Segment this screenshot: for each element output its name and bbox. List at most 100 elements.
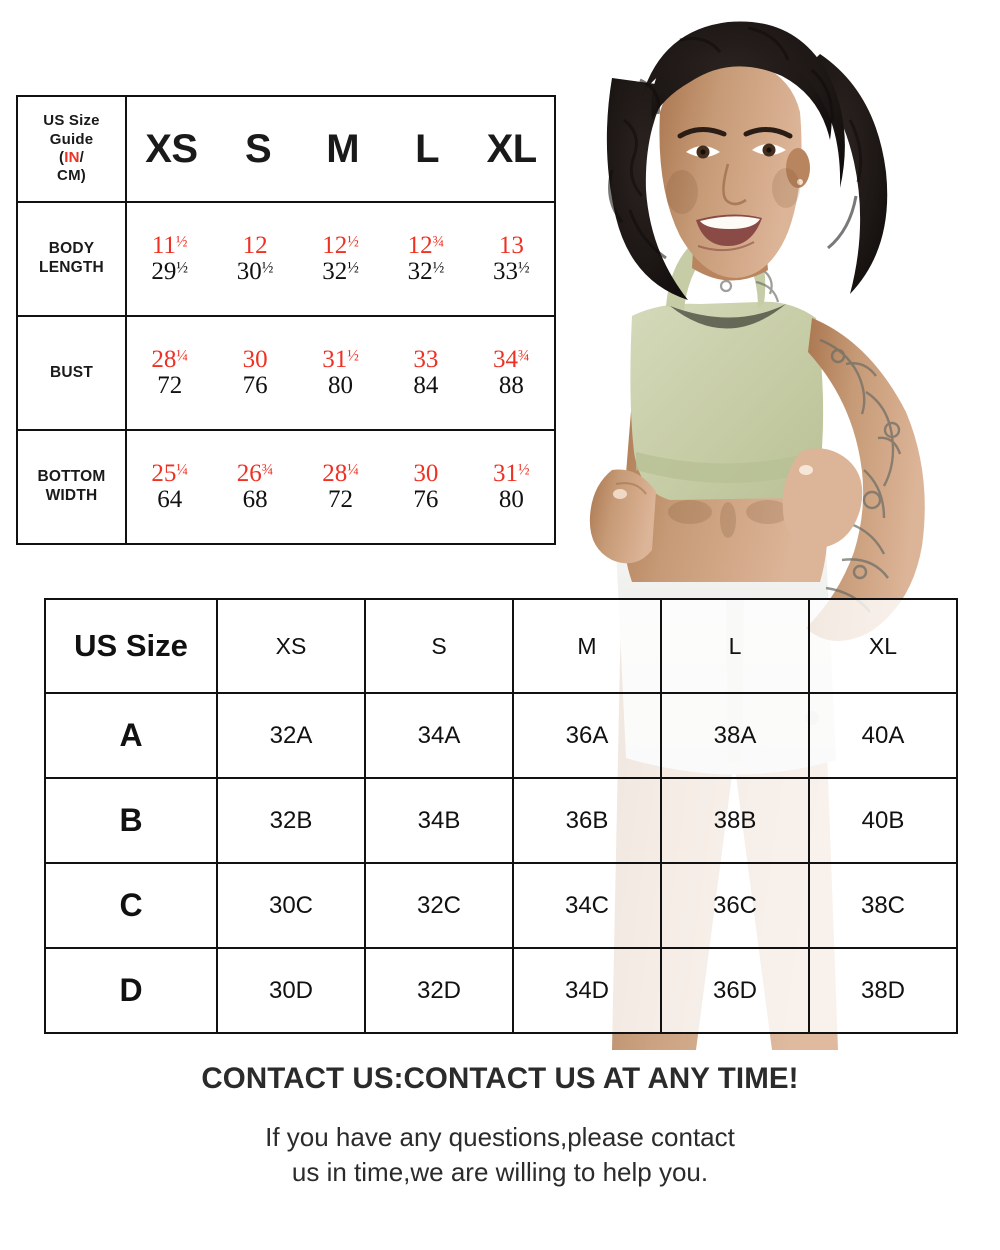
measurement-cell-xl: 31½ 80 bbox=[469, 461, 554, 513]
value-inches: 31½ bbox=[493, 460, 530, 487]
value-cm: 76 bbox=[242, 372, 268, 399]
table-row: C 30C 32C 34C 36C 38C bbox=[44, 862, 958, 949]
value-inches: 33 bbox=[413, 346, 439, 373]
bra-cup-label-d: D bbox=[44, 947, 218, 1034]
size-guide-corner-label: US Size Guide (IN/ CM) bbox=[16, 95, 127, 203]
measurement-cell-xl: 34¾ 88 bbox=[469, 347, 554, 399]
table-row-body-length: BODY LENGTH 11½ 29½ 12 30½ 12½ 32½ 12¾ 32½ 13 33½ bbox=[16, 201, 556, 317]
size-header-cells: XS S M L XL bbox=[125, 95, 556, 203]
bra-column-header-xs: XS bbox=[216, 598, 366, 694]
table-row-bottom-width: BOTTOM WIDTH 25¼ 64 26¾ 68 28¼ 72 30 76 31½ 80 bbox=[16, 429, 556, 545]
measurement-cell-xs: 25¼ 64 bbox=[127, 461, 212, 513]
bra-size-cell-xl-b: 40B bbox=[808, 777, 958, 864]
bra-size-cell-m-a: 36A bbox=[512, 692, 662, 779]
bra-size-cell-xl-a: 40A bbox=[808, 692, 958, 779]
value-inches: 12½ bbox=[322, 232, 359, 259]
bra-size-cell-xl-d: 38D bbox=[808, 947, 958, 1034]
bra-size-cell-s-c: 32C bbox=[364, 862, 514, 949]
value-inches: 12¾ bbox=[407, 232, 445, 259]
bra-size-cell-m-b: 36B bbox=[512, 777, 662, 864]
measurement-cell-s: 26¾ 68 bbox=[212, 461, 297, 513]
hair-curls bbox=[608, 26, 863, 260]
size-header-s: S bbox=[244, 126, 272, 171]
value-cm: 32½ bbox=[407, 258, 445, 285]
bra-size-cell-s-b: 34B bbox=[364, 777, 514, 864]
tattooed-arm bbox=[806, 318, 925, 642]
value-cm: 80 bbox=[498, 486, 524, 513]
value-inches: 28¼ bbox=[151, 346, 189, 373]
bra-column-header-xl: XL bbox=[808, 598, 958, 694]
measurement-cell-xs: 11½ 29½ bbox=[127, 233, 212, 285]
value-cm: 72 bbox=[157, 372, 183, 399]
row-values-body-length: 11½ 29½ 12 30½ 12½ 32½ 12¾ 32½ 13 33½ bbox=[125, 201, 556, 317]
value-cm: 76 bbox=[413, 486, 439, 513]
table-row: D 30D 32D 34D 36D 38D bbox=[44, 947, 958, 1034]
value-inches: 30 bbox=[413, 460, 439, 487]
row-label-bust: BUST bbox=[16, 315, 127, 431]
contact-line-2: us in time,we are willing to help you. bbox=[291, 1156, 709, 1187]
size-header-xl: XL bbox=[486, 126, 538, 171]
value-inches: 13 bbox=[498, 232, 524, 259]
bra-size-table-body: US Size XS S M L XL A 32A 34A 36A 38A 40A B 32B 34B 36B… bbox=[44, 598, 958, 1034]
bra-band bbox=[636, 450, 820, 483]
value-inches: 12 bbox=[242, 232, 268, 259]
measurement-cell-s: 12 30½ bbox=[212, 233, 297, 285]
bra-table-header-row: US Size XS S M L XL bbox=[44, 598, 958, 694]
mouth bbox=[696, 214, 762, 252]
measurement-cell-xs: 28¼ 72 bbox=[127, 347, 212, 399]
row-label-body-length: BODY LENGTH bbox=[16, 201, 127, 317]
contact-message: If you have any questions,please contact… bbox=[0, 1120, 1000, 1190]
value-cm: 88 bbox=[498, 372, 524, 399]
bra-size-table: US Size XS S M L XL A 32A 34A 36A 38A 40A B 32B 34B 36B… bbox=[44, 598, 958, 1034]
contact-block: CONTACT US:CONTACT US AT ANY TIME! If yo… bbox=[0, 1062, 1000, 1190]
value-cm: 72 bbox=[328, 486, 354, 513]
measurement-cell-l: 30 76 bbox=[383, 461, 468, 513]
value-cm: 33½ bbox=[493, 258, 530, 285]
measurement-cell-m: 31½ 80 bbox=[298, 347, 383, 399]
measurement-cell-l: 12¾ 32½ bbox=[383, 233, 468, 285]
bra-size-cell-l-a: 38A bbox=[660, 692, 810, 779]
bra-size-cell-xs-c: 30C bbox=[216, 862, 366, 949]
value-cm: 64 bbox=[157, 486, 183, 513]
size-header-m: M bbox=[326, 126, 360, 171]
size-guide-table: US Size Guide (IN/ CM) XS S M L XL BODY … bbox=[16, 95, 556, 545]
measurement-cell-m: 12½ 32½ bbox=[298, 233, 383, 285]
value-cm: 29½ bbox=[151, 258, 189, 285]
bra-size-cell-l-d: 36D bbox=[660, 947, 810, 1034]
bra-size-cell-xs-b: 32B bbox=[216, 777, 366, 864]
bra-column-header-l: L bbox=[660, 598, 810, 694]
bra-size-cell-m-c: 34C bbox=[512, 862, 662, 949]
table-row-bust: BUST 28¼ 72 30 76 31½ 80 33 84 34¾ 88 bbox=[16, 315, 556, 431]
nose bbox=[722, 163, 747, 206]
value-inches: 26¾ bbox=[236, 460, 274, 487]
sports-bra bbox=[630, 301, 824, 500]
value-cm: 84 bbox=[413, 372, 439, 399]
bra-size-cell-l-c: 36C bbox=[660, 862, 810, 949]
bra-cup-label-c: C bbox=[44, 862, 218, 949]
row-label-bottom-width: BOTTOM WIDTH bbox=[16, 429, 127, 545]
contact-title: CONTACT US:CONTACT US AT ANY TIME! bbox=[201, 1062, 799, 1095]
table-row-sizes: US Size Guide (IN/ CM) XS S M L XL bbox=[16, 95, 556, 203]
bra-size-cell-s-a: 34A bbox=[364, 692, 514, 779]
bra-column-header-m: M bbox=[512, 598, 662, 694]
eyes bbox=[677, 127, 793, 159]
value-cm: 68 bbox=[242, 486, 268, 513]
size-header-l: L bbox=[415, 126, 440, 171]
row-values-bust: 28¼ 72 30 76 31½ 80 33 84 34¾ 88 bbox=[125, 315, 556, 431]
bra-cup-label-a: A bbox=[44, 692, 218, 779]
contact-line-1: If you have any questions,please contact bbox=[265, 1122, 735, 1152]
face bbox=[659, 58, 802, 278]
measurement-cell-s: 30 76 bbox=[212, 347, 297, 399]
value-inches: 25¼ bbox=[151, 460, 189, 487]
value-cm: 32½ bbox=[322, 258, 359, 285]
unit-in-label: IN bbox=[64, 149, 80, 166]
value-cm: 30½ bbox=[236, 258, 274, 285]
torso-shading bbox=[668, 500, 790, 538]
size-header-xs: XS bbox=[145, 126, 198, 171]
value-inches: 28¼ bbox=[322, 460, 359, 487]
hands-group bbox=[589, 448, 863, 564]
table-row: B 32B 34B 36B 38B 40B bbox=[44, 777, 958, 864]
value-inches: 30 bbox=[242, 346, 268, 373]
earring bbox=[797, 179, 803, 185]
table-row: A 32A 34A 36A 38A 40A bbox=[44, 692, 958, 779]
